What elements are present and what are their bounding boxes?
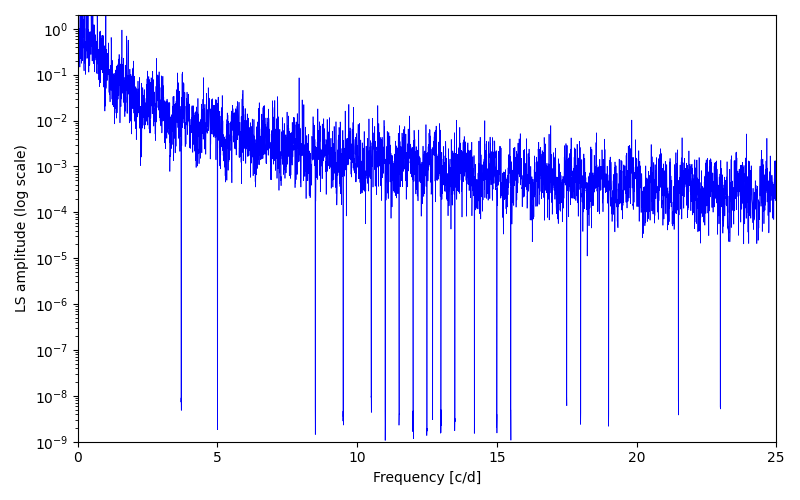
- X-axis label: Frequency [c/d]: Frequency [c/d]: [373, 471, 481, 485]
- Y-axis label: LS amplitude (log scale): LS amplitude (log scale): [15, 144, 29, 312]
